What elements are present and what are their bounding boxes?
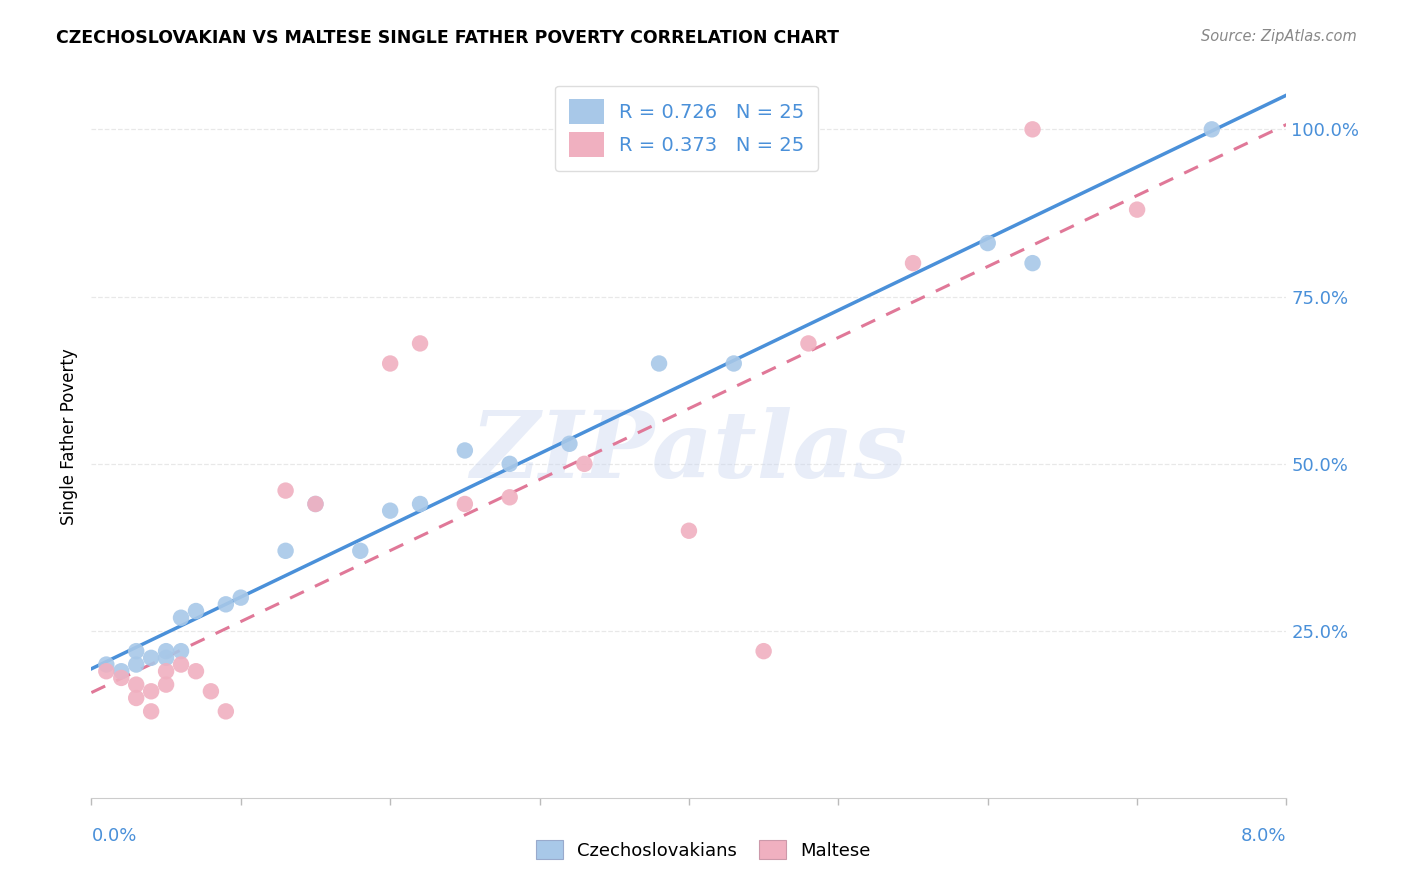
Point [141,684,162,698]
Point [155,664,177,679]
Point [349,543,371,558]
Legend: Czechoslovakians, Maltese: Czechoslovakians, Maltese [529,832,877,867]
Y-axis label: Single Father Poverty: Single Father Poverty [59,349,77,525]
Point [1201,122,1223,136]
Point [304,497,326,511]
Text: 0.0%: 0.0% [91,827,136,846]
Point [574,457,596,471]
Point [378,356,402,371]
Point [498,491,520,505]
Point [678,524,700,538]
Point [96,657,118,672]
Point [200,684,222,698]
Point [1021,256,1043,270]
Point [558,437,581,451]
Point [648,356,671,371]
Point [155,644,177,658]
Text: CZECHOSLOVAKIAN VS MALTESE SINGLE FATHER POVERTY CORRELATION CHART: CZECHOSLOVAKIAN VS MALTESE SINGLE FATHER… [56,29,839,47]
Point [110,671,132,685]
Point [498,457,520,471]
Point [723,356,745,371]
Point [125,690,148,705]
Point [274,483,297,498]
Point [454,443,477,458]
Point [304,497,326,511]
Point [229,591,252,605]
Text: Source: ZipAtlas.com: Source: ZipAtlas.com [1201,29,1357,45]
Point [797,336,820,351]
Point [155,678,177,692]
Point [454,497,477,511]
Point [141,651,162,665]
Point [215,705,238,719]
Point [1126,202,1149,217]
Point [409,336,432,351]
Point [125,678,148,692]
Legend: R = 0.726   N = 25, R = 0.373   N = 25: R = 0.726 N = 25, R = 0.373 N = 25 [555,86,818,170]
Point [125,644,148,658]
Text: 8.0%: 8.0% [1241,827,1286,846]
Point [409,497,432,511]
Point [155,651,177,665]
Point [125,657,148,672]
Point [184,664,207,679]
Point [976,236,998,251]
Point [170,657,193,672]
Point [215,598,238,612]
Point [110,664,132,679]
Point [752,644,775,658]
Text: ZIPatlas: ZIPatlas [471,407,907,497]
Point [901,256,924,270]
Point [378,503,402,517]
Point [274,543,297,558]
Point [170,644,193,658]
Point [184,604,207,618]
Point [1021,122,1043,136]
Point [170,610,193,624]
Point [96,664,118,679]
Point [141,705,162,719]
